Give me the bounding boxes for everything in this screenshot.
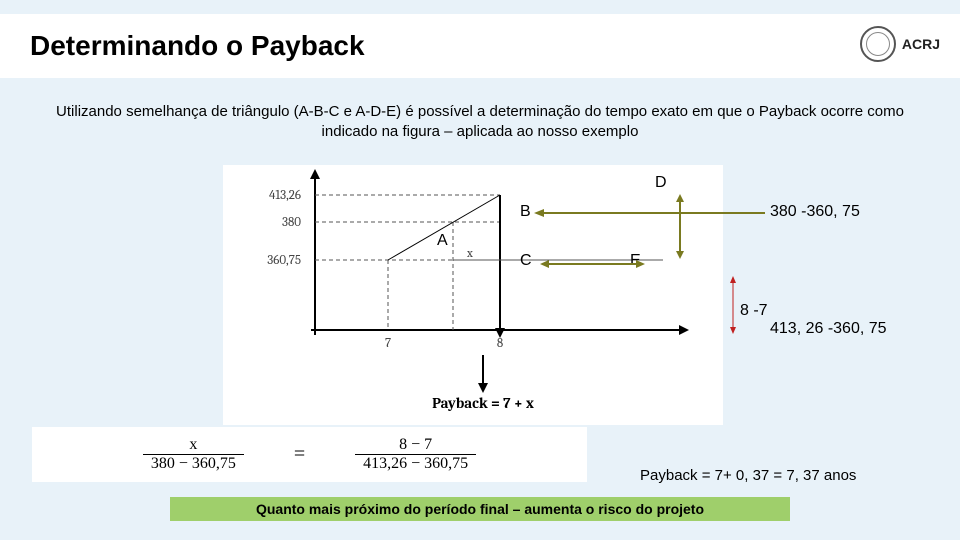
point-E: E xyxy=(630,252,641,270)
eq-left-den: 380 − 360,75 xyxy=(143,454,244,473)
logo-crest-icon xyxy=(860,26,896,62)
ylabel-0: 413,26 xyxy=(269,188,301,203)
x-mark: x xyxy=(466,246,473,260)
eq-left-num: x xyxy=(181,436,205,454)
point-D: D xyxy=(655,174,667,192)
title-bar: Determinando o Payback xyxy=(0,14,960,78)
annotation-8m7: 8 -7 xyxy=(740,302,768,320)
annotation-de: 380 -360, 75 xyxy=(770,203,860,221)
point-A: A xyxy=(437,232,448,250)
payback-result: Payback = 7+ 0, 37 = 7, 37 anos xyxy=(640,467,856,484)
xlabel-0: 7 xyxy=(385,336,391,351)
equation-left-fraction: x 380 − 360,75 xyxy=(143,436,244,474)
page-title: Determinando o Payback xyxy=(30,30,365,62)
xlabel-1: 8 xyxy=(497,336,503,351)
payback-figure: 413,26 380 360,75 7 8 x Payback xyxy=(223,165,723,425)
point-B: B xyxy=(520,203,531,221)
equation-right-fraction: 8 − 7 413,26 − 360,75 xyxy=(355,436,476,474)
chart-svg: 413,26 380 360,75 7 8 x Payback xyxy=(223,165,723,425)
ylabel-1: 380 xyxy=(282,215,301,230)
equals-sign: = xyxy=(294,443,305,466)
slide: Determinando o Payback ACRJ Utilizando s… xyxy=(0,0,960,540)
annotation-413m: 413, 26 -360, 75 xyxy=(770,320,887,338)
bottom-note: Quanto mais próximo do período final – a… xyxy=(256,501,704,517)
logo-text: ACRJ xyxy=(902,36,940,52)
eq-right-den: 413,26 − 360,75 xyxy=(355,454,476,473)
payback-formula: Payback = 7 + x xyxy=(432,394,534,412)
bottom-note-bar: Quanto mais próximo do período final – a… xyxy=(170,497,790,521)
point-C: C xyxy=(520,252,532,270)
equation-box: x 380 − 360,75 = 8 − 7 413,26 − 360,75 xyxy=(32,427,587,482)
eq-right-num: 8 − 7 xyxy=(391,436,440,454)
subtitle: Utilizando semelhança de triângulo (A-B-… xyxy=(50,102,910,143)
ylabel-2: 360,75 xyxy=(267,253,301,268)
logo: ACRJ xyxy=(860,26,940,62)
